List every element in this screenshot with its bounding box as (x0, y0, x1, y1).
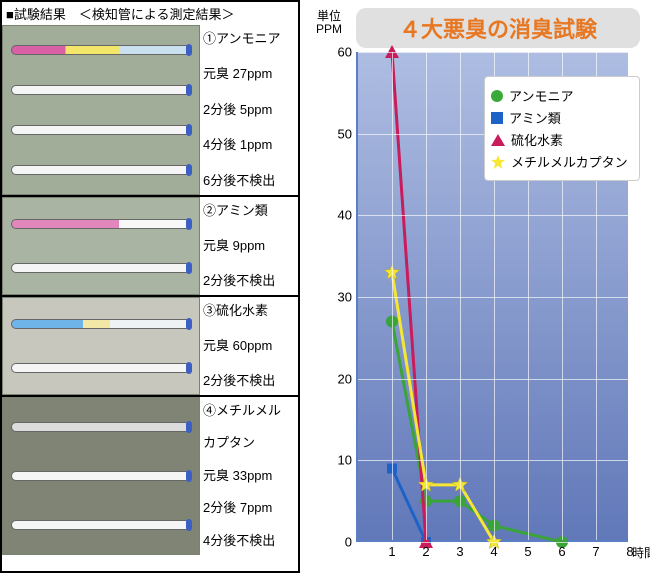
chart-column: 単位 PPM ４大悪臭の消臭試験 時間(分) 01020304050601234… (300, 0, 650, 573)
chart-title: ４大悪臭の消臭試験 (356, 8, 640, 48)
chart-legend: アンモニアアミン類硫化水素メチルメルカプタン (484, 76, 640, 181)
results-column: ■試験結果 ＜検知管による測定結果＞ ①アンモニア元臭 27ppm2分後 5pp… (0, 0, 300, 573)
y-axis-unit: 単位 PPM (316, 10, 342, 36)
x-axis-label: 時間(分) (632, 544, 650, 561)
results-header: ■試験結果 ＜検知管による測定結果＞ (2, 2, 298, 25)
